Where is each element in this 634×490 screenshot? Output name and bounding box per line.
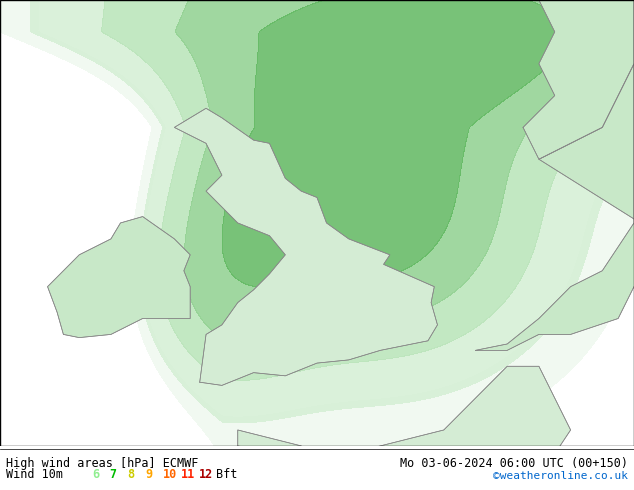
Text: Mo 03-06-2024 06:00 UTC (00+150): Mo 03-06-2024 06:00 UTC (00+150)	[399, 457, 628, 470]
Text: 12: 12	[198, 468, 212, 481]
Text: High wind areas [hPa] ECMWF: High wind areas [hPa] ECMWF	[6, 457, 198, 470]
Polygon shape	[174, 108, 437, 385]
Polygon shape	[48, 217, 190, 338]
Text: 7: 7	[110, 468, 117, 481]
Polygon shape	[476, 64, 634, 350]
Text: 10: 10	[163, 468, 177, 481]
Text: 6: 6	[92, 468, 99, 481]
Text: 8: 8	[127, 468, 134, 481]
Text: 9: 9	[145, 468, 152, 481]
Polygon shape	[523, 0, 634, 159]
Text: 11: 11	[181, 468, 195, 481]
Polygon shape	[238, 366, 571, 490]
Text: Bft: Bft	[216, 468, 238, 481]
Bar	[0, 0, 634, 446]
Text: Wind 10m: Wind 10m	[6, 468, 63, 481]
Text: ©weatheronline.co.uk: ©weatheronline.co.uk	[493, 471, 628, 481]
